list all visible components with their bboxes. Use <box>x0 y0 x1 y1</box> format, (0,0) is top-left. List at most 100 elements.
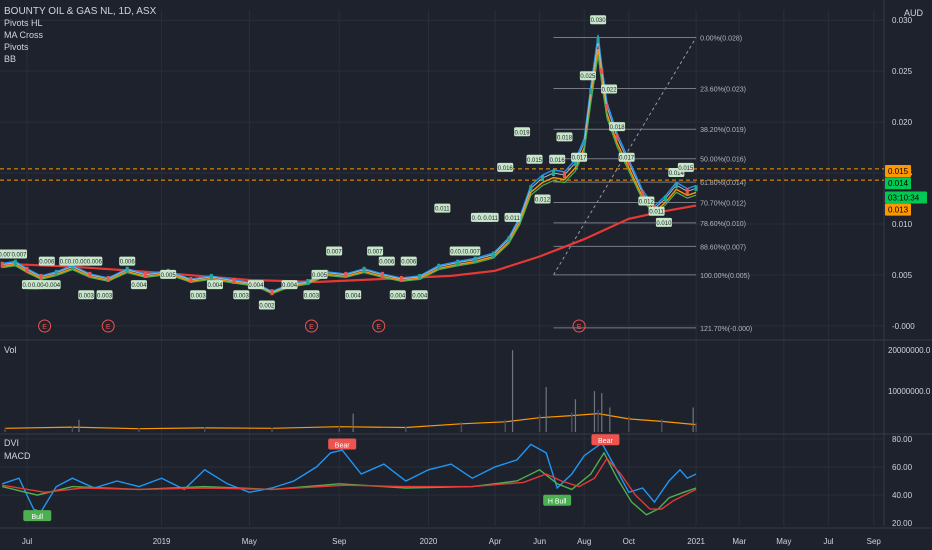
price-candle-27 <box>492 251 496 258</box>
pivot-badge-31 <box>434 203 451 213</box>
pivot-badge-53 <box>655 217 672 227</box>
pivot-label-43: 0.016 <box>550 158 566 164</box>
pivot-label-22: 0.003 <box>304 293 320 299</box>
pivot-label-19: 0.004 <box>248 283 264 289</box>
signal-badge-1 <box>328 438 357 450</box>
pivot-badge-6 <box>44 280 61 290</box>
price-candle-13 <box>232 277 236 284</box>
pivot-badge-46 <box>579 71 596 81</box>
price-candle-40 <box>615 134 619 141</box>
pivot-label-45: 0.017 <box>572 156 588 162</box>
pivot-label-5: 0.006 <box>39 260 55 266</box>
pivot-label-40: 0.019 <box>515 130 531 136</box>
pivot-label-15: 0.005 <box>161 273 177 279</box>
time-axis-label-1: 2019 <box>153 537 171 546</box>
pivot-badge-51 <box>638 196 655 206</box>
fib-level-label-9: 121.70%(-0.000) <box>700 326 752 333</box>
time-axis-label-11: May <box>776 537 791 546</box>
price-candle-41 <box>627 159 631 166</box>
time-axis-label-9: 2021 <box>687 537 705 546</box>
pivot-label-47: 0.030 <box>591 18 607 24</box>
pivot-badge-29 <box>400 256 417 266</box>
fibonacci-retracement[interactable]: 0.00%(0.028) 23.60%(0.023) 38.20%(0.019) 50… <box>553 36 753 333</box>
pivot-label-53: 0.010 <box>656 221 672 227</box>
pivot-badge-20 <box>258 300 275 310</box>
pivot-label-26: 0.007 <box>368 249 384 255</box>
fib-level-label-7: 88.60%(0.007) <box>700 244 746 251</box>
pivot-badge-26 <box>367 246 384 256</box>
pivot-label-12: 0.003 <box>97 293 113 299</box>
time-axis-label-6: Jun <box>533 537 546 546</box>
price-candle-5 <box>70 263 74 270</box>
pivot-badge-38 <box>497 162 514 172</box>
pivot-badge-12 <box>96 290 113 300</box>
horizontal-lines[interactable] <box>0 168 884 181</box>
price-candle-19 <box>344 271 348 278</box>
pivot-label-10: 0.006 <box>87 260 103 266</box>
pivot-label-20: 0.002 <box>259 303 275 309</box>
signal-badge-0 <box>23 510 52 522</box>
pivot-label-49: 0.018 <box>610 125 626 131</box>
pivot-badge-11 <box>78 290 95 300</box>
earnings-marker-0 <box>38 319 52 333</box>
pivot-label-37: 0.011 <box>483 216 498 222</box>
time-axis-label-8: Oct <box>623 537 636 546</box>
macd-title: MACD <box>4 451 31 461</box>
pivot-label-31: 0.011 <box>435 207 450 213</box>
pivot-badge-21 <box>281 280 298 290</box>
signal-label-3: Bear <box>598 438 613 445</box>
price-candle-11 <box>189 276 193 283</box>
price-tag-bg-2 <box>885 191 927 204</box>
price-line <box>2 40 697 293</box>
price-candle-0 <box>0 261 4 268</box>
signal-label-1: Bear <box>335 442 350 449</box>
pivot-badge-10 <box>86 256 103 266</box>
pivot-badge-27 <box>378 256 395 266</box>
price-axis-label-0: 0.030 <box>892 16 913 25</box>
pivot-badge-22 <box>303 290 320 300</box>
pivot-badge-5 <box>38 256 55 266</box>
pivot-badge-15 <box>160 269 177 279</box>
pivot-badge-39 <box>504 212 521 222</box>
pivot-label-0: 0.007 <box>0 253 14 259</box>
time-axis-label-3: Sep <box>332 537 347 546</box>
time-axis-label-2: May <box>242 537 257 546</box>
price-candle-42 <box>641 190 645 197</box>
price-axis-label-1: 0.025 <box>892 67 913 76</box>
time-axis-label-0: Jul <box>22 537 32 546</box>
pivot-badge-18 <box>233 290 250 300</box>
time-axis-label-12: Jul <box>823 537 833 546</box>
price-axis-label-2: 0.020 <box>892 118 913 127</box>
fib-level-label-6: 78.60%(0.010) <box>700 221 746 228</box>
price-tag-bg-0 <box>885 164 911 177</box>
pivot-badge-24 <box>326 246 343 256</box>
pivot-label-44: 0.018 <box>557 135 573 141</box>
price-candle-7 <box>106 275 110 282</box>
price-candle-21 <box>380 271 384 278</box>
pivot-badge-25 <box>345 290 362 300</box>
price-candle-12 <box>209 273 213 280</box>
pivot-label-42: 0.012 <box>535 197 551 203</box>
pivot-badge-28 <box>389 290 406 300</box>
price-candle-26 <box>473 256 477 263</box>
indicator-axis-label-2: 40.00 <box>892 491 913 500</box>
pivot-label-55: 0.015 <box>678 166 694 172</box>
price-candle-39 <box>605 103 609 110</box>
pivot-label-25: 0.004 <box>346 293 362 299</box>
pivot-badge-50 <box>618 152 635 162</box>
signal-label-0: Bull <box>31 514 43 521</box>
price-candle-45 <box>674 182 678 189</box>
pivot-badge-13 <box>119 256 136 266</box>
price-candle-35 <box>582 139 586 146</box>
price-candle-20 <box>362 266 366 273</box>
signal-label-2: H Bull <box>548 499 567 506</box>
earnings-marker-label-3: E <box>376 324 381 331</box>
pivot-label-13: 0.006 <box>120 260 136 266</box>
pivot-badge-49 <box>609 122 626 132</box>
pivot-badge-17 <box>206 280 223 290</box>
pivot-badge-34 <box>464 246 481 256</box>
price-candle-8 <box>125 266 129 273</box>
price-candle-36 <box>589 88 593 95</box>
